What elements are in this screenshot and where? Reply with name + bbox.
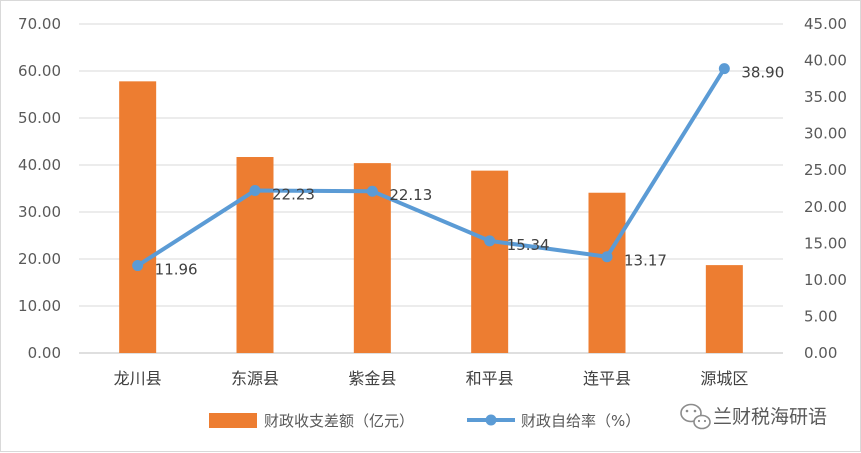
data-label: 15.34 [507,236,550,254]
category-label: 东源县 [231,369,279,388]
right-tick-label: 25.00 [804,161,847,179]
legend-swatch-marker [485,414,497,426]
wechat-icon [680,403,711,430]
line-point [718,63,730,75]
bar [588,192,626,353]
left-tick-label: 20.00 [18,250,61,268]
left-tick-label: 70.00 [18,15,61,33]
legend: 财政收支差额（亿元） 财政自给率（%） [209,412,640,430]
line-point [601,251,613,263]
data-labels: 11.96 22.23 22.13 15.34 13.17 38.90 [155,64,785,279]
data-label: 22.13 [389,186,432,204]
series-line [136,67,727,268]
legend-swatch-bar [209,413,257,428]
right-tick-label: 5.00 [804,307,837,325]
data-label: 11.96 [155,261,198,279]
right-axis: 0.00 5.00 10.00 15.00 20.00 25.00 30.00 35.00 40… [804,15,847,362]
legend-label-line: 财政自给率（%） [521,412,640,430]
left-tick-label: 40.00 [18,156,61,174]
data-label: 38.90 [741,64,784,82]
grid-lines [79,23,783,354]
right-tick-label: 40.00 [804,52,847,70]
right-tick-label: 15.00 [804,234,847,252]
line-point [249,184,261,196]
left-axis: 0.00 10.00 20.00 30.00 40.00 50.00 60.00 70.00 [18,15,61,362]
data-label: 13.17 [624,252,667,270]
bar [471,170,509,353]
category-label: 龙川县 [114,369,162,388]
right-tick-label: 30.00 [804,125,847,143]
left-tick-label: 0.00 [28,344,61,362]
bar [705,265,743,353]
line-series [132,63,730,272]
x-axis: 龙川县 东源县 紫金县 和平县 连平县 源城区 [114,369,749,388]
category-label: 和平县 [466,369,514,388]
right-tick-label: 20.00 [804,198,847,216]
left-tick-label: 60.00 [18,62,61,80]
line-point [366,185,378,197]
left-tick-label: 10.00 [18,297,61,315]
category-label: 源城区 [700,369,748,388]
right-tick-label: 45.00 [804,15,847,33]
data-label: 22.23 [272,185,315,203]
line-point [132,260,144,272]
watermark-text: 兰财税海研语 [713,406,827,428]
category-label: 紫金县 [348,369,396,388]
category-label: 连平县 [583,369,631,388]
bar [119,81,157,353]
left-tick-label: 50.00 [18,109,61,127]
line-point [484,235,496,247]
right-tick-label: 0.00 [804,344,837,362]
right-tick-label: 10.00 [804,271,847,289]
left-tick-label: 30.00 [18,203,61,221]
right-tick-label: 35.00 [804,88,847,106]
watermark: 兰财税海研语 [680,403,827,430]
legend-label-bar: 财政收支差额（亿元） [264,412,414,430]
bar-series [119,81,743,353]
